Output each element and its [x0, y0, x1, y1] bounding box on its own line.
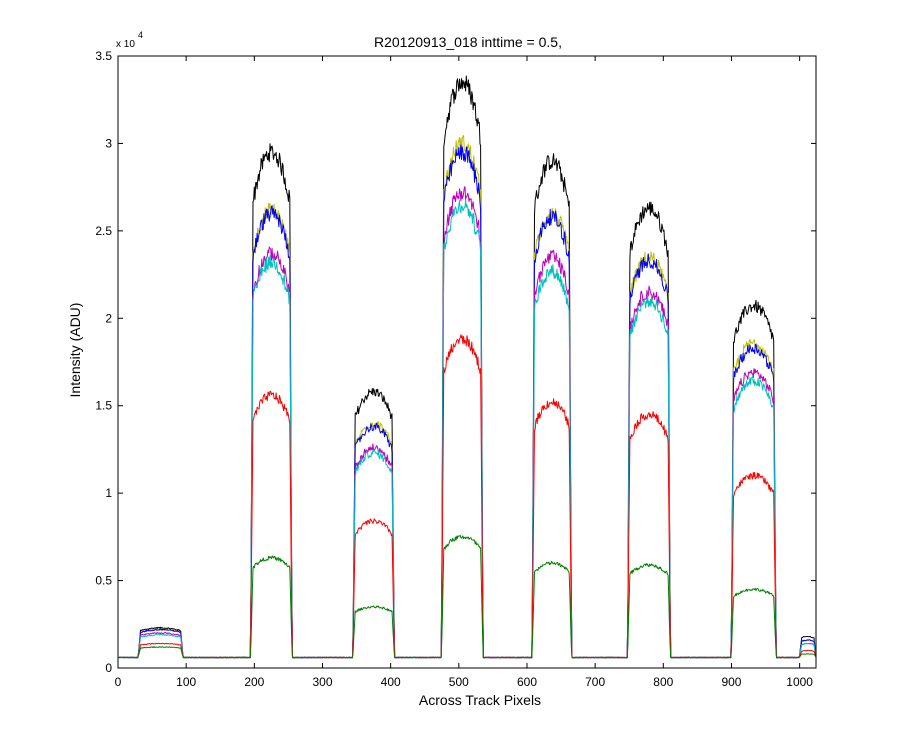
x-tick-label: 700 — [585, 675, 605, 689]
y-tick-label: 1.5 — [95, 399, 112, 413]
y-exponent-power: 4 — [138, 30, 143, 40]
y-tick-label: 2 — [105, 311, 112, 325]
series-layer — [118, 75, 817, 659]
chart-title: R20120913_018 inttime = 0.5, — [374, 34, 562, 50]
x-tick-label: 200 — [244, 675, 264, 689]
y-tick-label: 3 — [105, 136, 112, 150]
x-tick-label: 600 — [517, 675, 537, 689]
x-tick-label: 100 — [176, 675, 196, 689]
plot-frame — [117, 55, 817, 669]
x-tick-label: 300 — [312, 675, 332, 689]
x-axis-label: Across Track Pixels — [419, 692, 541, 708]
x-tick-label: 500 — [449, 675, 469, 689]
y-tick-label: 0 — [105, 661, 112, 675]
y-axis-exponent: x 10 4 — [116, 30, 143, 50]
x-tick-label: 900 — [721, 675, 741, 689]
y-axis-label: Intensity (ADU) — [67, 303, 83, 398]
y-tick-label: 1 — [105, 486, 112, 500]
y-tick-label: 2.5 — [95, 224, 112, 238]
x-tick-label: 400 — [381, 675, 401, 689]
y-tick-label: 3.5 — [95, 49, 112, 63]
tick-layer: 0 100 200 300 400 500 600 700 800 900 1000 0 0.5 1 1.5… — [95, 49, 816, 689]
series-line-7 — [118, 534, 817, 659]
x-tick-label: 800 — [653, 675, 673, 689]
y-exponent-base: x 10 — [116, 39, 135, 50]
x-tick-label: 0 — [115, 675, 122, 689]
y-tick-label: 0.5 — [95, 574, 112, 588]
x-tick-label: 1000 — [786, 675, 813, 689]
